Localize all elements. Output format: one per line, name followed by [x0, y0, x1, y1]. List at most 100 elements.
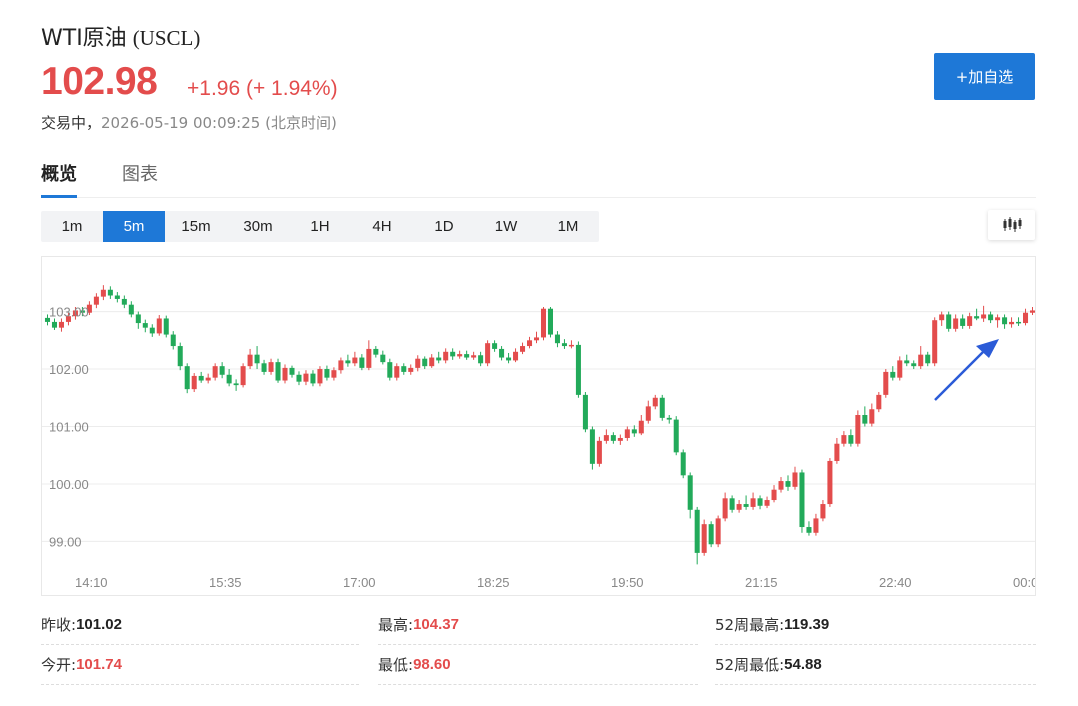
candle [443, 348, 449, 364]
candle [645, 400, 651, 424]
candle [708, 521, 714, 548]
stat-label: 最高: [378, 615, 414, 634]
candlestick-chart[interactable]: 99.00 100.00 101.00 102.00 103.00 14:10 15:35 1… [41, 256, 1036, 596]
candle [212, 363, 218, 381]
candle [156, 315, 162, 336]
stat-prev-close: 昨收: 101.02 [41, 604, 359, 645]
add-to-watchlist-button[interactable]: +加自选 [934, 53, 1035, 100]
stat-value: 119.39 [784, 615, 830, 633]
candle [44, 314, 51, 326]
period-30m[interactable]: 30m [243, 218, 273, 235]
tab-overview[interactable]: 概览 [41, 160, 77, 198]
candle [240, 363, 246, 388]
stat-low: 最低: 98.60 [378, 644, 698, 685]
candle [736, 500, 742, 513]
candle [974, 308, 980, 321]
candle [897, 356, 903, 381]
candle [93, 293, 99, 309]
candle [289, 365, 295, 378]
candle [638, 415, 644, 436]
y-tick-label: 99.00 [49, 534, 82, 549]
candle [925, 351, 931, 367]
candle [464, 350, 470, 360]
stat-52w-high: 52周最高: 119.39 [715, 604, 1036, 645]
candle [401, 363, 407, 375]
candle [394, 363, 400, 381]
candle [345, 354, 351, 367]
candle [233, 379, 239, 391]
candle [904, 354, 910, 367]
candle [771, 485, 777, 503]
period-1mo[interactable]: 1M [557, 218, 579, 235]
candle [743, 495, 749, 510]
candle [359, 354, 365, 371]
candle [603, 429, 609, 444]
candle [268, 358, 274, 375]
candle [352, 351, 358, 367]
candle [387, 358, 393, 381]
stat-value: 101.74 [76, 655, 122, 673]
chart-canvas: 99.00 100.00 101.00 102.00 103.00 14:10 15:35 1… [42, 285, 1035, 590]
candle [254, 346, 260, 370]
x-tick-label: 19:50 [611, 575, 644, 590]
candle [492, 340, 498, 352]
candle [792, 466, 798, 490]
stat-label: 昨收: [41, 615, 77, 634]
candle [988, 311, 994, 324]
tab-chart[interactable]: 图表 [122, 164, 158, 185]
candle [750, 492, 756, 510]
stat-value: 54.88 [784, 655, 822, 673]
tab-bar: 概览 图表 [41, 157, 1036, 198]
status-text: 交易中， [41, 114, 102, 132]
stat-label: 最低: [378, 655, 414, 674]
candle [135, 311, 141, 329]
period-selector: 1m 5m 15m 30m 1H 4H 1D 1W 1M [41, 211, 599, 242]
candle [338, 357, 344, 374]
candle [436, 351, 442, 364]
candle [981, 305, 987, 322]
candle [149, 324, 155, 337]
candle [506, 352, 512, 364]
candle [121, 295, 127, 309]
candle [554, 331, 560, 348]
candle [1009, 317, 1015, 328]
candle [471, 351, 477, 360]
candle [785, 475, 791, 491]
candle [652, 394, 658, 410]
candle [317, 366, 323, 387]
candle [939, 311, 945, 326]
stat-value: 104.37 [413, 615, 459, 633]
candle [247, 348, 253, 370]
candlestick-icon [1003, 217, 1021, 232]
period-1w[interactable]: 1W [494, 218, 518, 235]
candle [58, 318, 64, 332]
period-1m[interactable]: 1m [61, 218, 83, 235]
candle [429, 354, 435, 368]
candle [820, 500, 826, 522]
candle [51, 318, 57, 330]
stat-high: 最高: 104.37 [378, 604, 698, 645]
period-1d[interactable]: 1D [434, 218, 454, 235]
candle [575, 341, 581, 398]
period-4h[interactable]: 4H [372, 218, 392, 235]
candle [296, 371, 302, 386]
candle [862, 406, 868, 427]
candle [324, 365, 330, 381]
candle [408, 364, 414, 375]
candle [673, 416, 679, 456]
period-5m[interactable]: 5m [103, 211, 165, 242]
period-15m[interactable]: 15m [181, 218, 211, 235]
candle [869, 403, 875, 427]
candle [226, 369, 232, 387]
chart-type-button[interactable] [988, 210, 1035, 240]
candle [1029, 306, 1035, 316]
candle [499, 346, 505, 361]
candle [617, 434, 623, 445]
candle [520, 342, 526, 355]
candle [834, 437, 840, 464]
period-1h[interactable]: 1H [310, 218, 330, 235]
x-tick-label: 21:15 [745, 575, 778, 590]
candle [282, 364, 288, 384]
candle [114, 292, 120, 303]
stat-label: 今开: [41, 655, 77, 674]
